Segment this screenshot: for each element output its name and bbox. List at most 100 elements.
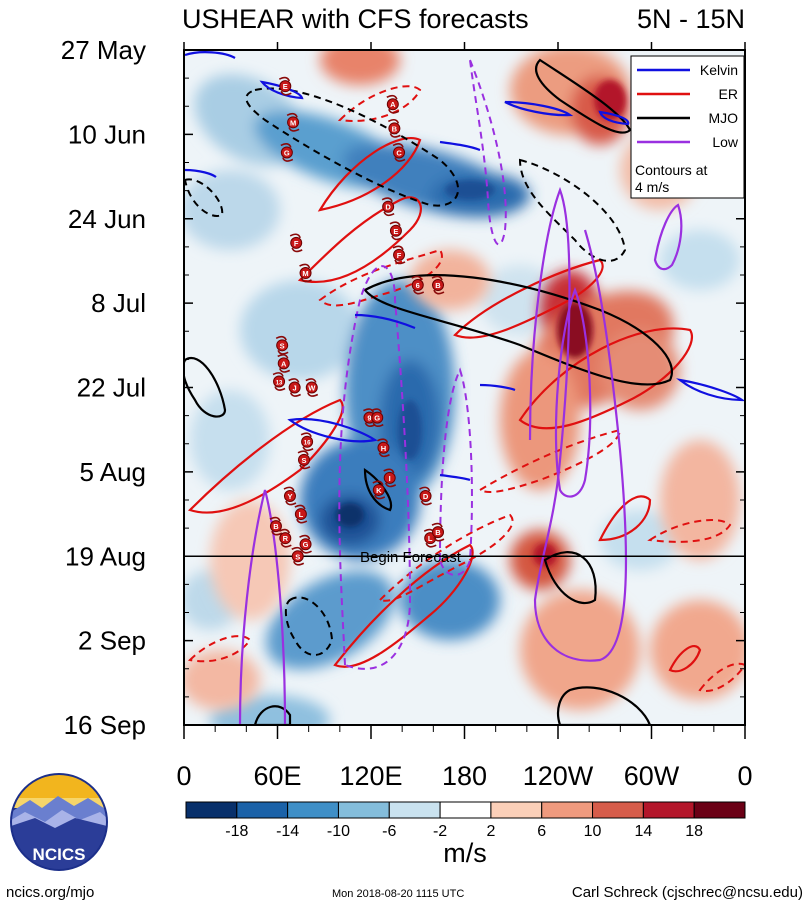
legend: Kelvin ER MJO Low Contours at 4 m/s — [630, 55, 745, 199]
y-tick-label: 24 Jun — [68, 204, 146, 234]
storm-label: M — [290, 118, 296, 127]
x-tick-label: 120W — [523, 761, 594, 791]
storm-marker: E — [278, 76, 292, 96]
storm-marker: D — [381, 197, 395, 217]
storm-label: H — [381, 444, 386, 453]
storm-marker: 6 — [411, 275, 425, 295]
ncics-logo: NCICS — [10, 773, 108, 871]
storm-label: S — [280, 341, 285, 350]
storm-label: 13 — [276, 380, 283, 386]
storm-marker: H — [377, 438, 390, 458]
colorbar-box — [388, 801, 441, 819]
storm-label: G — [303, 540, 309, 549]
storm-label: L — [299, 510, 304, 519]
storm-marker: G — [280, 143, 294, 162]
kelvin-contours — [184, 51, 745, 482]
mjo-contours-dashed — [184, 87, 627, 656]
storm-label: 6 — [416, 281, 420, 290]
footer-center: Mon 2018-08-20 1115 UTC — [332, 888, 465, 900]
storm-label: G — [284, 148, 290, 157]
y-axis: 27 May 10 Jun 24 Jun 8 Jul 22 Jul 5 Aug 19 Aug… — [61, 35, 745, 740]
storm-marker: C — [392, 143, 406, 162]
colorbar-tick-label: 14 — [634, 823, 652, 840]
colorbar-box — [592, 801, 644, 819]
storm-marker: 13 — [272, 372, 286, 391]
storm-marker: M — [286, 112, 300, 132]
storm-label: R — [283, 534, 289, 543]
legend-note-line1: Contours at — [635, 162, 707, 178]
y-tick-label: 19 Aug — [65, 541, 146, 571]
storm-label: 9 — [367, 414, 371, 423]
colorbar-box — [287, 801, 339, 819]
colorbar: -18 -14 -10 -6 -2 2 6 10 14 18 — [185, 801, 746, 840]
colorbar-tick-label: -2 — [433, 823, 447, 840]
colorbar-box — [337, 801, 390, 819]
storm-marker: L — [294, 504, 308, 524]
storm-marker: F — [392, 245, 406, 265]
storm-label: M — [302, 269, 308, 278]
storm-label: B — [435, 528, 441, 537]
colorbar-unit: m/s — [443, 838, 487, 868]
storm-label: D — [385, 203, 391, 212]
x-tick-label: 60E — [253, 761, 301, 791]
legend-label: Low — [712, 134, 739, 150]
storm-label: S — [301, 456, 306, 465]
colorbar-tick-label: -14 — [276, 823, 299, 840]
legend-label: MJO — [708, 110, 738, 126]
legend-note-line2: 4 m/s — [635, 179, 669, 195]
x-tick-label: 180 — [442, 761, 487, 791]
storm-label: B — [392, 124, 398, 133]
storm-marker: S — [275, 335, 289, 355]
storm-label: K — [376, 486, 382, 495]
storm-label: B — [273, 522, 279, 531]
y-tick-label: 22 Jul — [77, 373, 146, 403]
storm-marker: G — [370, 408, 384, 428]
x-tick-label: 0 — [737, 761, 752, 791]
colorbar-tick-label: -10 — [327, 823, 350, 840]
storm-label: G — [374, 414, 380, 423]
storm-label: 16 — [304, 441, 311, 447]
storm-marker: B — [431, 275, 445, 295]
storm-marker: R — [278, 528, 292, 548]
y-tick-label: 27 May — [61, 35, 146, 65]
storm-label: E — [283, 82, 288, 91]
storm-label: L — [428, 534, 433, 543]
storm-label: F — [294, 239, 299, 248]
storm-marker: Y — [283, 486, 297, 506]
low-contours — [238, 186, 683, 725]
storm-label: F — [397, 251, 402, 260]
x-tick-label: 0 — [176, 761, 191, 791]
storm-label: A — [281, 359, 287, 368]
colorbar-tick-label: 18 — [685, 823, 703, 840]
legend-label: Kelvin — [700, 62, 738, 78]
colorbar-box — [185, 801, 238, 819]
storm-label: S — [295, 552, 300, 561]
storm-marker: I — [383, 468, 397, 488]
y-tick-label: 2 Sep — [78, 626, 146, 656]
y-tick-label: 16 Sep — [64, 710, 146, 740]
footer-left[interactable]: ncics.org/mjo — [6, 884, 95, 901]
low-contours-dashed — [338, 59, 507, 670]
storm-label: C — [396, 148, 402, 157]
colorbar-box — [541, 801, 594, 819]
storm-label: B — [435, 281, 441, 290]
storm-marker: D — [419, 486, 432, 506]
storm-marker: 16 — [300, 432, 314, 452]
storm-marker: W — [305, 378, 319, 397]
y-tick-label: 10 Jun — [68, 119, 146, 149]
y-tick-label: 8 Jul — [91, 288, 146, 318]
colorbar-box — [236, 801, 289, 819]
shading-detail — [336, 80, 626, 567]
chart-region: 5N - 15N — [637, 4, 745, 34]
x-tick-label: 60W — [624, 761, 680, 791]
colorbar-tick-label: -6 — [382, 823, 396, 840]
forecast-label: Begin Forecast — [360, 549, 462, 566]
storm-marker: A — [277, 354, 291, 373]
logo-text: NCICS — [33, 845, 86, 864]
storm-marker: G — [299, 534, 312, 554]
storm-label: I — [389, 474, 391, 483]
storm-marker: B — [269, 516, 283, 536]
storm-marker: A — [386, 94, 400, 114]
